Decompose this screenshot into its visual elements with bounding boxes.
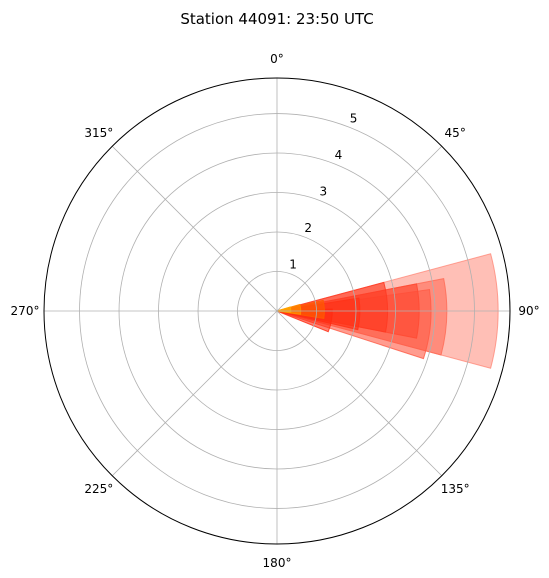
angle-tick-label-135: 135° — [441, 482, 470, 496]
angle-tick-label-0: 0° — [270, 52, 284, 66]
angular-grid-line-225 — [111, 310, 278, 477]
angular-grid-line-315 — [111, 145, 278, 312]
radial-tick-labels: 1 2 3 4 5 — [289, 112, 357, 272]
bars-layer — [275, 253, 499, 369]
radial-tick-label-4: 4 — [335, 148, 343, 162]
angle-tick-label-90: 90° — [518, 304, 539, 318]
angle-tick-label-315: 315° — [84, 126, 113, 140]
angle-tick-label-180: 180° — [263, 556, 292, 570]
radial-tick-label-5: 5 — [350, 112, 358, 126]
grid-layer — [44, 78, 510, 544]
angle-tick-label-270: 270° — [11, 304, 40, 318]
radial-tick-label-2: 2 — [304, 221, 312, 235]
radial-tick-label-1: 1 — [289, 258, 297, 272]
polar-bar-10 — [276, 306, 292, 313]
angle-tick-label-225: 225° — [84, 482, 113, 496]
angle-tick-labels: 0° 45° 90° 135° 180° 225° 270° 315° — [11, 52, 540, 570]
angular-grid-line-135 — [276, 310, 443, 477]
radial-tick-label-3: 3 — [320, 185, 328, 199]
chart-title: Station 44091: 23:50 UTC — [180, 10, 373, 28]
angular-grid-line-45 — [276, 145, 443, 312]
angle-tick-label-45: 45° — [445, 126, 466, 140]
polar-frame — [43, 77, 511, 545]
